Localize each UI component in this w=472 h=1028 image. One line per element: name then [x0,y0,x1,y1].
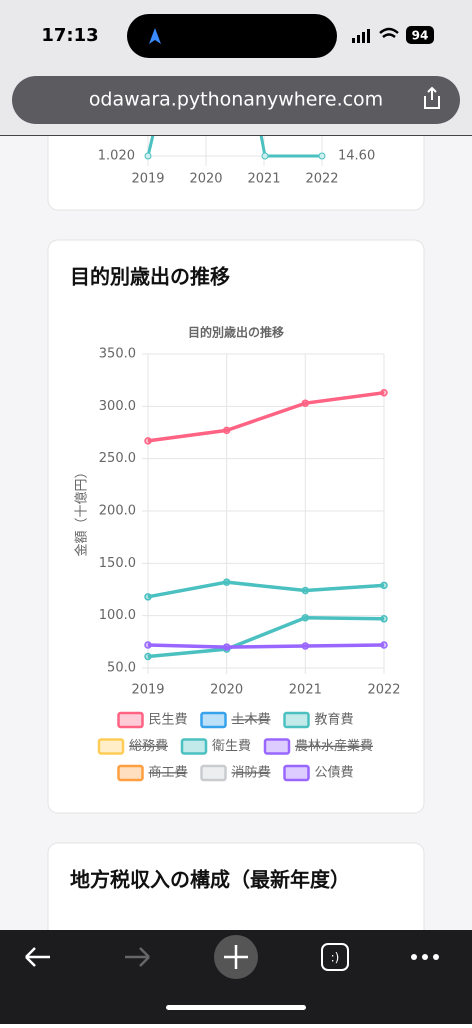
series-line [147,580,385,599]
battery [406,26,434,44]
prev-x-label: 2019 [131,172,164,187]
legend-label: 衛生費 [212,739,251,754]
more-button[interactable] [411,954,439,960]
y-tick-label: 250.0 [99,451,136,466]
data-point [222,426,231,435]
data-point [222,578,231,586]
signal-icon [352,29,370,43]
series-line [147,616,385,659]
data-point [144,593,152,601]
card-title: 目的別歳出の推移 [70,265,230,289]
legend-label: 商工費 [148,766,187,781]
y-axis-label: 金額（十億円） [74,465,90,556]
legend-label: 公債費 [315,766,354,781]
legend-label: 農林水産業費 [295,738,373,754]
forward-button[interactable] [125,947,150,967]
data-point [301,399,310,407]
x-tick-label: 2021 [289,683,322,698]
home-indicator [166,1005,306,1010]
tabs-button[interactable] [321,943,349,971]
prev-left-tick: 1.020 [98,149,135,164]
data-point [144,652,152,661]
location-icon [149,28,161,44]
y-tick-label: 300.0 [99,399,136,414]
url-text[interactable]: odawara.pythonanywhere.com [89,89,383,111]
legend-label: 教育費 [315,712,354,728]
data-point [301,642,310,650]
y-tick-label: 200.0 [99,504,136,519]
prev-line [146,134,155,157]
tabs-count: :) [331,951,340,965]
chart-title: 目的別歳出の推移 [188,325,284,340]
y-tick-label: 150.0 [99,556,136,571]
legend-swatch [97,738,125,755]
prev-point [261,152,269,160]
legend-swatch [283,764,310,782]
legend-label: 消防費 [231,765,270,781]
back-button[interactable] [25,947,50,967]
series-line [147,390,385,443]
data-point [380,641,388,649]
data-point [301,586,310,595]
data-point [301,614,310,622]
data-point [380,388,388,397]
card [47,239,425,814]
status-time: 17:13 [41,25,98,46]
prev-point [144,152,152,160]
legend-label: 民生費 [148,713,187,728]
prev-x-label: 2021 [247,172,280,187]
legend-swatch [283,711,310,729]
y-tick-label: 50.0 [107,661,136,676]
y-tick-label: 350.0 [99,347,136,362]
prev-x-label: 2022 [305,172,338,187]
wifi-icon [379,27,399,39]
data-point [144,641,152,649]
x-tick-label: 2020 [210,683,243,698]
card-title: 地方税収入の構成（最新年度） [70,868,350,892]
prev-point [318,152,326,160]
series-line [147,643,385,649]
legend-label: 土木費 [231,713,270,728]
prev-x-label: 2020 [189,172,222,187]
prev-right-tick: 14.60 [338,149,375,164]
legend-swatch [180,738,208,755]
data-point [380,581,388,590]
battery-level: 94 [412,29,429,43]
x-tick-label: 2022 [367,683,400,698]
data-point [222,643,231,651]
data-point [380,615,388,623]
legend-swatch [200,764,227,782]
dynamic-island [127,14,337,58]
data-point [144,437,152,445]
legend-swatch [117,711,144,729]
legend-label: 総務費 [129,739,168,754]
legend-swatch [117,764,144,782]
url-bar[interactable] [12,76,460,124]
y-tick-label: 100.0 [99,608,136,623]
share-button[interactable] [424,86,440,109]
x-tick-label: 2019 [131,683,164,698]
legend-swatch [263,738,291,755]
legend-swatch [200,711,227,729]
plus-icon [224,945,248,969]
